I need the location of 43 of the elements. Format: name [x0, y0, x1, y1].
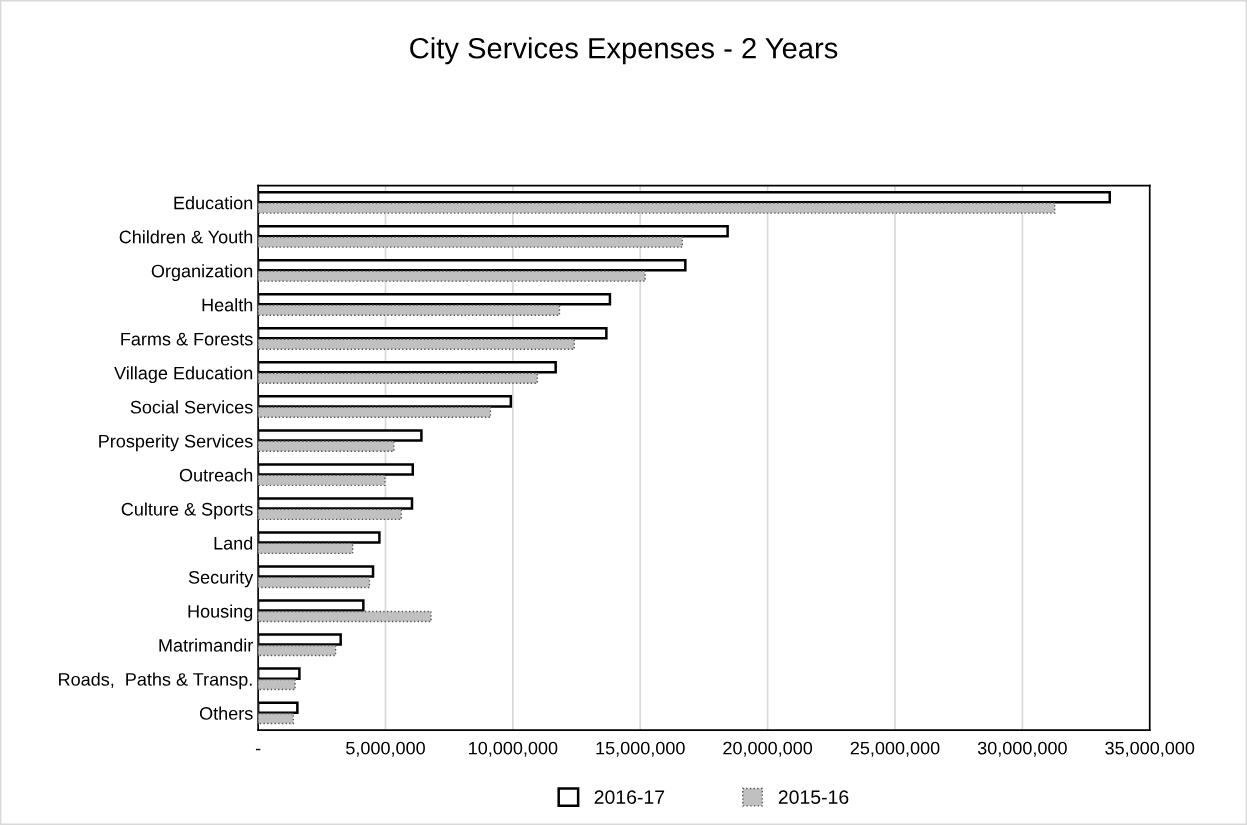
y-tick-label: Children & Youth [119, 230, 253, 244]
bar [258, 338, 575, 350]
y-tick-label: Social Services [130, 400, 253, 414]
legend-label: 2015-16 [778, 790, 849, 805]
y-tick-label: Farms & Forests [121, 332, 253, 346]
x-tick-label: 5,000,000 [346, 741, 425, 757]
legend-label: 2016-17 [594, 790, 665, 805]
y-tick-label: Outreach [179, 468, 253, 482]
y-tick-label: Prosperity Services [99, 434, 253, 452]
bar [258, 576, 371, 589]
bar [258, 542, 354, 555]
y-tick-label: Land [214, 536, 253, 550]
bar [258, 474, 386, 487]
y-tick-label: Security [188, 570, 254, 588]
bar [258, 406, 492, 418]
bar [258, 678, 296, 691]
bar [258, 644, 337, 657]
y-tick-label: Village Education [114, 366, 253, 384]
bar [258, 508, 402, 521]
bar [258, 202, 1056, 214]
bar [258, 270, 646, 282]
x-tick-label: 35,000,000 [1105, 741, 1195, 757]
y-tick-label: Education [174, 196, 253, 210]
bar [258, 610, 432, 623]
bar [258, 372, 539, 384]
x-tick-label: 15,000,000 [596, 741, 685, 757]
bar [258, 236, 683, 248]
x-tick-label: 20,000,000 [723, 741, 813, 757]
y-tick-label: Housing [188, 604, 253, 622]
x-tick-label: 25,000,000 [850, 741, 940, 757]
y-tick-label: Matrimandir [159, 638, 253, 652]
bar [258, 304, 561, 316]
y-tick-label: Roads, Paths & Transp. [59, 672, 252, 690]
y-tick-label: Culture & Sports [121, 502, 253, 520]
bar [258, 712, 294, 725]
y-tick-label: Organization [151, 264, 253, 281]
bar [258, 440, 395, 453]
x-tick-label: 30,000,000 [977, 741, 1067, 757]
x-tick-label: 10,000,000 [469, 741, 558, 757]
y-tick-label: Others [199, 706, 253, 720]
chart-title: City Services Expenses - 2 Years [410, 37, 838, 65]
x-tick-label: - [255, 748, 261, 751]
y-tick-label: Health [202, 298, 253, 312]
